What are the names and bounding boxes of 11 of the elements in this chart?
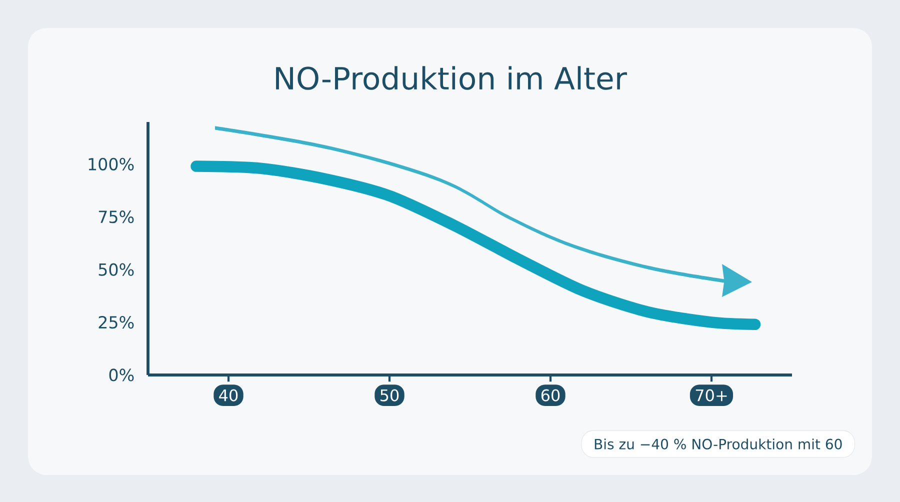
y-tick-label: 100% [88, 158, 134, 170]
x-tick-label: 70+ [696, 389, 727, 402]
text: Bis zu −40 % NO-Produktion mit 60 [594, 438, 842, 450]
x-tick-label: 40 [219, 389, 238, 402]
x-tick-label: 50 [380, 389, 399, 402]
y-tick-label: 0% [109, 368, 134, 382]
y-tick-label: 25% [98, 316, 134, 329]
chart-title: NO-Produktion im Alter [276, 66, 627, 90]
y-tick-label: 75% [98, 210, 134, 224]
y-tick-label: 50% [98, 263, 134, 276]
x-tick-label: 60 [541, 389, 560, 402]
